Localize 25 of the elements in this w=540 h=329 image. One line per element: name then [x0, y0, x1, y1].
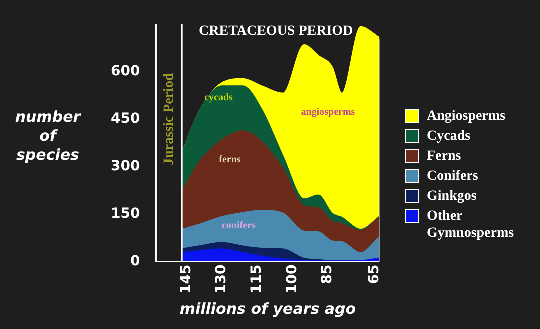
x-axis-title: millions of years ago [180, 300, 356, 318]
y-tick-label: 300 [110, 158, 140, 174]
x-tick-label: 145 [178, 264, 194, 294]
x-tick-label: 65 [366, 264, 383, 284]
chart-title: CRETACEOUS PERIOD [199, 24, 354, 40]
y-tick-label: 150 [110, 206, 140, 222]
x-tick-label: 100 [284, 264, 300, 294]
legend-label: Angiosperms [427, 108, 507, 125]
legend-label: Ferns [427, 148, 462, 165]
y-tick-label: 0 [130, 253, 140, 270]
legend-label: Conifers [427, 168, 480, 185]
y-tick-label: 450 [110, 110, 140, 127]
annotation: angiosperms [301, 106, 356, 118]
x-tick-label: 115 [248, 264, 265, 294]
annotation: ferns [219, 154, 241, 166]
y-axis-title: number of species [14, 108, 82, 165]
ref-line-label: Jurassic Period [162, 73, 177, 166]
annotation: cycads [204, 92, 234, 104]
annotation: conifers [222, 220, 256, 232]
y-tick-label: 600 [110, 64, 140, 80]
x-tick-label: 85 [320, 264, 336, 284]
legend-label: Ginkgos [427, 188, 478, 205]
legend-label: Other Gymnosperms [427, 208, 516, 242]
x-tick-label: 130 [214, 264, 230, 294]
legend-label: Cycads [427, 128, 472, 145]
